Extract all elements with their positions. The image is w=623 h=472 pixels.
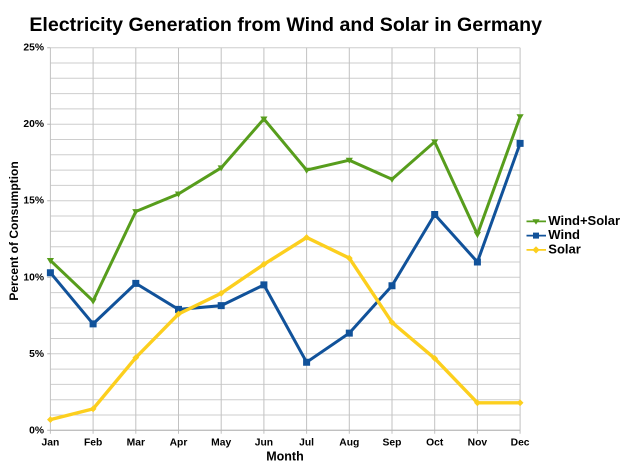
svg-text:Electricity Generation from Wi: Electricity Generation from Wind and Sol…: [29, 14, 542, 36]
svg-text:Mar: Mar: [127, 438, 145, 449]
svg-text:0%: 0%: [29, 425, 44, 436]
svg-text:15%: 15%: [23, 196, 44, 207]
svg-text:May: May: [211, 438, 231, 449]
svg-text:Month: Month: [266, 449, 303, 463]
svg-text:Jul: Jul: [299, 438, 314, 449]
svg-text:Wind+Solar: Wind+Solar: [548, 213, 620, 228]
svg-text:25%: 25%: [23, 43, 44, 54]
svg-text:Solar: Solar: [548, 242, 581, 257]
svg-text:Dec: Dec: [511, 438, 530, 449]
svg-text:Feb: Feb: [84, 438, 102, 449]
svg-text:10%: 10%: [23, 272, 44, 283]
svg-text:5%: 5%: [29, 349, 44, 360]
svg-text:Jun: Jun: [255, 438, 273, 449]
svg-text:Percent of Consumption: Percent of Consumption: [7, 161, 21, 300]
svg-text:Wind: Wind: [548, 227, 580, 242]
svg-text:Apr: Apr: [170, 438, 188, 449]
svg-text:Oct: Oct: [426, 438, 444, 449]
svg-text:Aug: Aug: [339, 438, 359, 449]
svg-text:20%: 20%: [23, 119, 44, 130]
svg-text:Sep: Sep: [383, 438, 402, 449]
svg-text:Jan: Jan: [42, 438, 60, 449]
svg-text:Nov: Nov: [468, 438, 488, 449]
